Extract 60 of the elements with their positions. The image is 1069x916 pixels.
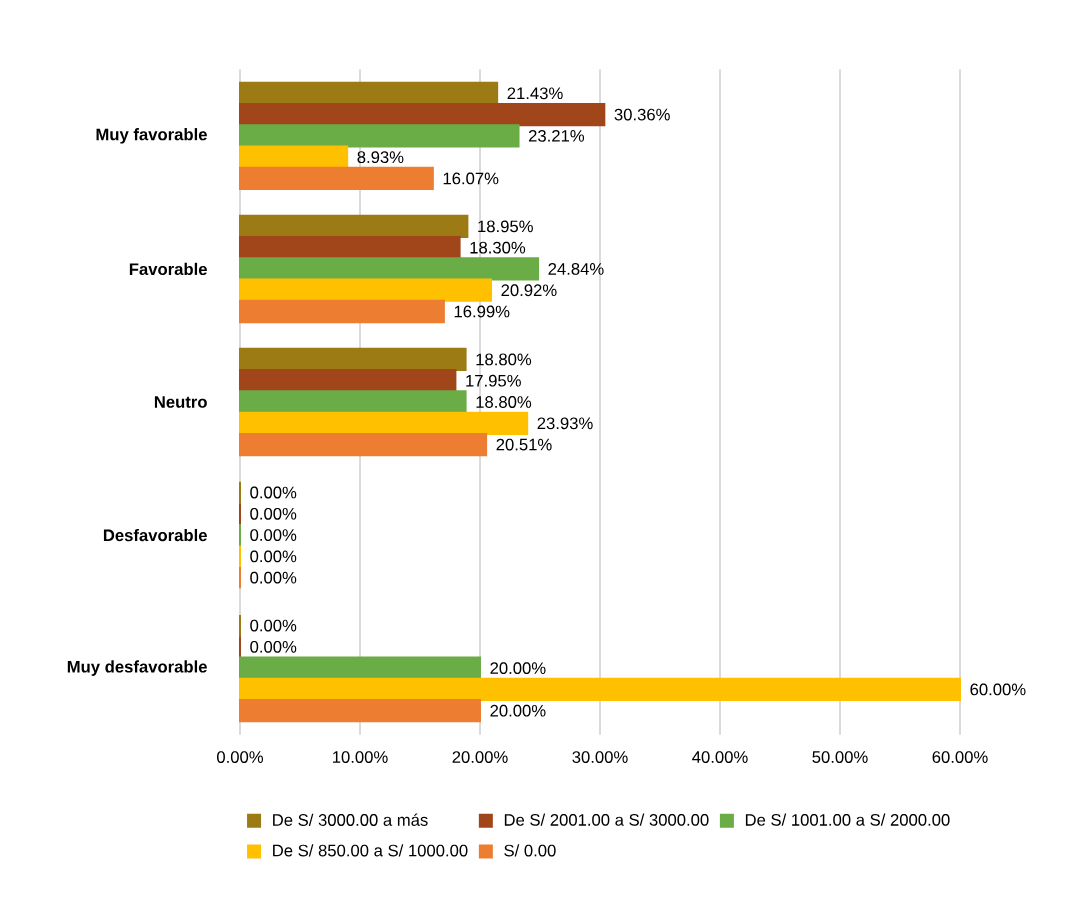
data-label: 0.00% — [250, 571, 297, 584]
bar — [239, 124, 520, 148]
x-tick-label: 30.00% — [572, 751, 628, 763]
legend-label: De S/ 1001.00 a S/ 2000.00 — [745, 813, 950, 826]
data-label: 23.93% — [537, 417, 593, 430]
data-label: 18.80% — [476, 396, 532, 408]
data-label: 16.07% — [443, 172, 499, 185]
x-tick-label: 0.00% — [217, 751, 264, 763]
bar — [239, 369, 457, 393]
bar — [239, 236, 461, 260]
x-tick-label: 20.00% — [452, 751, 508, 763]
bar — [239, 656, 481, 680]
legend-label: S/ 0.00 — [504, 844, 556, 857]
data-label: 0.00% — [250, 507, 297, 520]
data-label: 17.95% — [466, 374, 521, 387]
y-tick-label: Muy favorable — [96, 128, 207, 144]
x-tick-label: 10.00% — [333, 751, 388, 763]
bar — [239, 214, 469, 238]
bar — [239, 347, 467, 372]
data-label: 21.43% — [507, 87, 563, 100]
legend-label: De S/ 3000.00 a más — [273, 813, 428, 826]
y-tick-label: Muy desfavorable — [67, 660, 207, 676]
y-tick-label: Neutro — [154, 396, 207, 408]
bar — [239, 278, 493, 302]
bar — [239, 102, 606, 127]
data-label: 0.00% — [250, 529, 297, 541]
bar — [239, 81, 499, 105]
data-label: 0.00% — [250, 640, 297, 653]
legend-label: De S/ 2001.00 a S/ 3000.00 — [504, 813, 709, 826]
bar — [239, 390, 467, 414]
bar — [239, 677, 962, 702]
bar — [239, 699, 481, 723]
data-label: 18.80% — [476, 353, 532, 366]
bar — [239, 257, 540, 281]
data-label: 0.00% — [250, 486, 297, 499]
data-label: 30.36% — [614, 108, 670, 121]
data-label: 20.00% — [490, 662, 546, 675]
bar — [239, 432, 488, 457]
x-tick-label: 50.00% — [812, 751, 868, 763]
data-label: 60.00% — [970, 683, 1026, 696]
x-tick-label: 40.00% — [692, 751, 748, 763]
data-label: 0.00% — [250, 619, 297, 632]
bar — [239, 299, 445, 324]
data-label: 16.99% — [454, 305, 510, 318]
x-tick-label: 60.00% — [932, 751, 988, 763]
bar — [239, 166, 434, 191]
data-label: 23.21% — [528, 129, 585, 142]
bar — [239, 145, 349, 169]
data-label: 8.93% — [357, 151, 404, 164]
data-label: 18.30% — [470, 241, 526, 254]
data-label: 20.92% — [501, 284, 557, 297]
data-label: 18.95% — [478, 220, 533, 233]
y-tick-label: Favorable — [129, 262, 207, 276]
data-label: 24.84% — [548, 263, 604, 275]
bar — [239, 411, 529, 435]
data-label: 20.00% — [490, 704, 546, 717]
y-tick-label: Desfavorable — [103, 528, 207, 542]
data-label: 0.00% — [250, 550, 297, 563]
data-label: 20.51% — [496, 438, 552, 451]
legend-label: De S/ 850.00 a S/ 1000.00 — [273, 844, 468, 857]
